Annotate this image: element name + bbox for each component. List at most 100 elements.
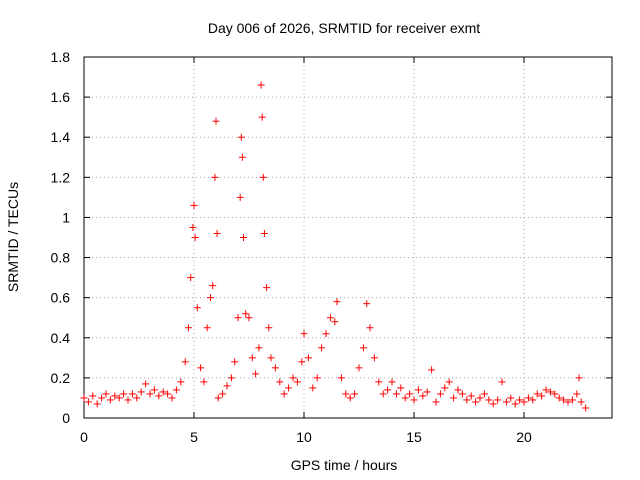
data-point: [298, 358, 306, 366]
data-point: [189, 223, 197, 231]
data-point: [276, 378, 284, 386]
data-point: [257, 81, 265, 89]
data-point: [168, 394, 176, 402]
data-point: [568, 396, 576, 404]
data-point: [463, 396, 471, 404]
data-point: [432, 398, 440, 406]
data-point: [111, 392, 119, 400]
data-point: [516, 396, 524, 404]
data-point: [191, 234, 199, 241]
data-points: [80, 81, 590, 412]
data-point: [555, 394, 563, 402]
data-point: [267, 354, 275, 362]
data-point: [280, 390, 288, 398]
axis-ticks: 0 0.2 0.4 0.6 0.8 1 1.2 1.4 1.6 1.8 0 5 10 15 20: [51, 49, 612, 445]
data-point: [181, 358, 189, 366]
data-point: [520, 398, 528, 406]
grid-lines: [84, 57, 612, 418]
data-point: [106, 396, 114, 404]
data-point: [575, 374, 583, 382]
y-tick-label: 0: [62, 410, 70, 426]
data-point: [333, 298, 341, 306]
data-point: [185, 324, 192, 332]
data-point: [436, 390, 444, 398]
data-point: [200, 378, 208, 386]
data-point: [214, 394, 222, 402]
y-tick-label: 0.6: [51, 290, 71, 306]
data-point: [351, 390, 359, 398]
data-point: [212, 117, 220, 125]
data-point: [289, 374, 297, 382]
data-point: [337, 374, 345, 382]
data-point: [150, 386, 158, 394]
data-point: [489, 400, 497, 408]
data-point: [172, 386, 180, 394]
data-point: [384, 386, 392, 394]
data-point: [80, 394, 88, 402]
data-point: [397, 384, 405, 392]
data-point: [388, 378, 396, 386]
data-point: [375, 378, 383, 386]
data-point: [524, 394, 532, 402]
data-point: [137, 388, 145, 396]
plot-frame: [83, 56, 613, 419]
data-point: [231, 358, 239, 366]
data-point: [285, 384, 293, 392]
data-point: [406, 390, 414, 398]
data-point: [211, 173, 219, 181]
data-point: [255, 344, 263, 352]
data-point: [410, 396, 418, 404]
data-point: [219, 390, 227, 398]
data-point: [260, 229, 268, 237]
data-point: [259, 173, 267, 181]
x-tick-label: 10: [296, 429, 312, 445]
data-point: [502, 398, 510, 406]
data-point: [248, 354, 256, 362]
data-point: [252, 370, 260, 378]
data-point: [507, 394, 515, 402]
data-point: [265, 324, 273, 332]
data-point: [245, 314, 253, 322]
data-point: [467, 392, 475, 400]
data-point: [472, 398, 480, 406]
data-point: [494, 396, 502, 404]
data-point: [84, 398, 92, 406]
data-point: [120, 390, 128, 398]
data-point: [379, 390, 387, 398]
data-point: [133, 394, 141, 402]
data-point: [293, 378, 301, 386]
data-point: [227, 374, 235, 382]
data-point: [355, 364, 363, 372]
data-point: [511, 400, 519, 408]
data-point: [445, 378, 453, 386]
data-point: [263, 284, 271, 292]
data-point: [322, 330, 330, 338]
data-point: [363, 300, 371, 308]
data-point: [240, 234, 247, 241]
data-point: [242, 310, 250, 318]
x-tick-label: 20: [516, 429, 532, 445]
data-point: [236, 193, 244, 201]
data-point: [238, 153, 246, 161]
x-tick-label: 5: [190, 429, 198, 445]
data-point: [542, 386, 550, 394]
data-point: [538, 392, 546, 400]
data-point: [203, 324, 211, 332]
data-point: [177, 378, 185, 386]
data-point: [197, 364, 205, 372]
data-point: [155, 392, 163, 400]
y-tick-label: 0.4: [51, 330, 71, 346]
data-point: [551, 390, 559, 398]
data-point: [164, 390, 172, 398]
data-point: [480, 390, 488, 398]
data-point: [476, 394, 484, 402]
data-point: [359, 344, 367, 352]
data-point: [193, 304, 201, 312]
data-point: [529, 396, 537, 404]
data-point: [300, 330, 308, 338]
data-point: [564, 398, 572, 406]
data-point: [128, 390, 136, 398]
data-point: [115, 394, 123, 402]
data-point: [159, 388, 167, 396]
y-tick-label: 1: [62, 209, 70, 225]
